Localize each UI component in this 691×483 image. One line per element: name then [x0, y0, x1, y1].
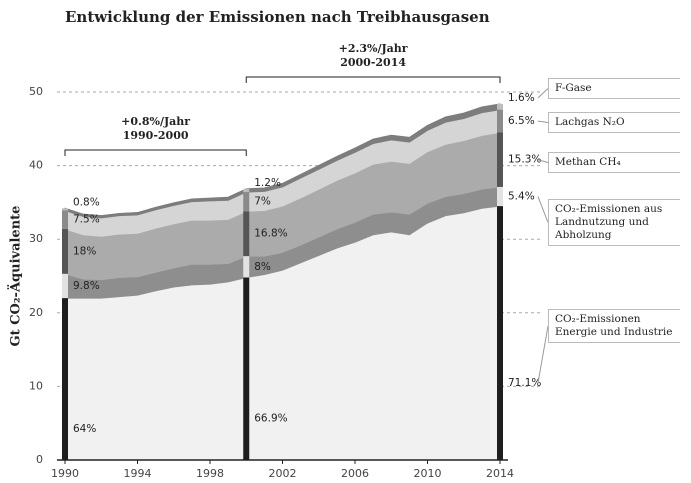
y-tick-label: 0 [36, 453, 43, 466]
share-label: 66.9% [254, 413, 287, 425]
x-tick-label: 1994 [124, 467, 152, 480]
share-label: 1.2% [254, 177, 281, 189]
leader-line [537, 325, 549, 384]
y-tick-label: 20 [29, 306, 43, 319]
share-bar-segment [62, 298, 68, 460]
x-tick-label: 2002 [269, 467, 297, 480]
y-tick-label: 10 [29, 379, 43, 392]
leader-line [537, 159, 549, 163]
x-tick-label: 2006 [341, 467, 369, 480]
annotation-period: 2000-2014 [340, 56, 406, 69]
share-label: 71.1% [508, 377, 541, 389]
share-bar-segment [497, 109, 503, 133]
bracket [245, 76, 501, 83]
leader-line [537, 120, 549, 123]
legend-entry: F-Gase [548, 78, 680, 99]
annotation-text: +0.8%/Jahr [121, 115, 190, 128]
legend-entry: CO₂-Emissionen Energie und Industrie [548, 309, 680, 343]
share-bar-segment [243, 188, 250, 193]
leader-line [537, 196, 549, 223]
share-bar-segment [62, 208, 68, 211]
share-label: 5.4% [508, 191, 535, 203]
share-label: 16.8% [254, 228, 287, 240]
share-label: 18% [73, 245, 96, 257]
share-bar-segment [62, 273, 68, 299]
share-bar-segment [497, 132, 503, 187]
share-bar-segment [243, 211, 250, 257]
share-label: 6.5% [508, 115, 535, 127]
share-label: 1.6% [508, 92, 535, 104]
x-tick-label: 1998 [196, 467, 224, 480]
share-label: 9.8% [73, 280, 100, 292]
share-label: 7% [254, 196, 271, 208]
annotation-text: +2.3%/Jahr [339, 42, 408, 55]
legend-entry: Methan CH₄ [548, 152, 680, 173]
share-bar-segment [62, 228, 68, 274]
x-tick-label: 1990 [51, 467, 79, 480]
y-tick-label: 50 [29, 85, 43, 98]
share-label: 7.5% [73, 214, 100, 226]
y-tick-label: 40 [29, 159, 43, 172]
annotation-period: 1990-2000 [123, 129, 189, 142]
chart-title: Entwicklung der Emissionen nach Treibhau… [65, 8, 490, 26]
share-bar-segment [497, 186, 503, 207]
share-bar-segment [243, 192, 250, 212]
legend-entry: CO₂-Emissionen aus Landnutzung und Abhol… [548, 199, 680, 246]
share-bar-segment [497, 103, 503, 110]
share-bar-segment [62, 210, 68, 229]
x-tick-label: 2010 [414, 467, 442, 480]
share-bar-segment [243, 277, 250, 460]
share-label: 8% [254, 261, 271, 273]
share-label: 64% [73, 423, 96, 435]
y-axis-label: Gt CO₂-Äquivalente [8, 206, 24, 347]
share-bar-segment [497, 206, 503, 460]
y-tick-label: 30 [29, 232, 43, 245]
share-bar-segment [243, 256, 250, 278]
share-label: 15.3% [508, 154, 541, 166]
leader-line [537, 88, 549, 99]
x-tick-label: 2014 [486, 467, 514, 480]
legend-entry: Lachgas N₂O [548, 112, 680, 133]
share-label: 0.8% [73, 196, 100, 208]
bracket [64, 149, 247, 156]
